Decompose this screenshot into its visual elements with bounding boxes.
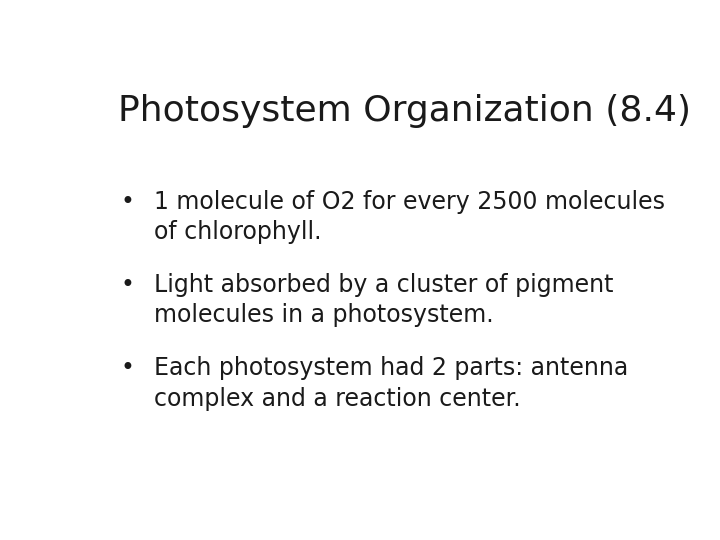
Text: Photosystem Organization (8.4): Photosystem Organization (8.4) — [118, 94, 691, 128]
Text: •: • — [121, 190, 135, 213]
Text: •: • — [121, 273, 135, 296]
Text: Light absorbed by a cluster of pigment
molecules in a photosystem.: Light absorbed by a cluster of pigment m… — [154, 273, 613, 327]
Text: Each photosystem had 2 parts: antenna
complex and a reaction center.: Each photosystem had 2 parts: antenna co… — [154, 356, 629, 410]
Text: •: • — [121, 356, 135, 380]
Text: 1 molecule of O2 for every 2500 molecules
of chlorophyll.: 1 molecule of O2 for every 2500 molecule… — [154, 190, 665, 244]
